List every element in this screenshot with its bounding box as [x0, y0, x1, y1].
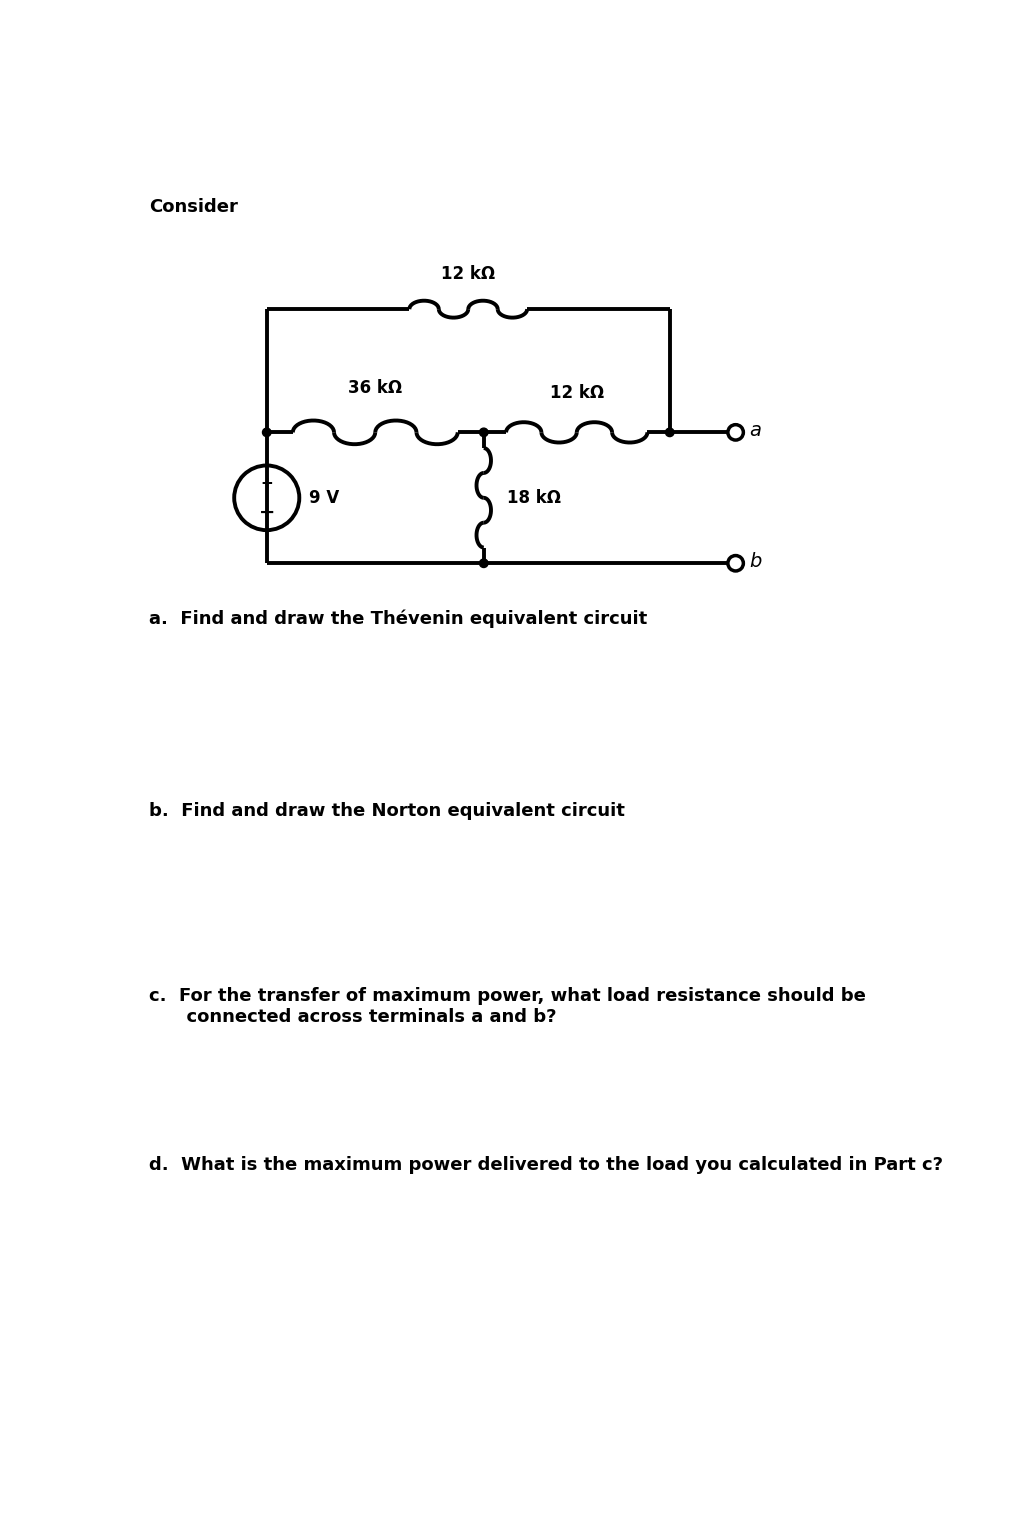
Circle shape: [479, 428, 488, 436]
Text: 12 kΩ: 12 kΩ: [441, 265, 496, 282]
Text: b: b: [749, 552, 761, 572]
Text: 18 kΩ: 18 kΩ: [507, 489, 561, 507]
Text: +: +: [261, 475, 273, 491]
Text: d.  What is the maximum power delivered to the load you calculated in Part c?: d. What is the maximum power delivered t…: [149, 1157, 943, 1173]
Text: a: a: [749, 421, 761, 440]
Text: 9 V: 9 V: [308, 489, 339, 507]
Text: 36 kΩ: 36 kΩ: [348, 379, 402, 398]
Text: c.  For the transfer of maximum power, what load resistance should be
      conn: c. For the transfer of maximum power, wh…: [149, 986, 866, 1026]
Text: Consider: Consider: [149, 198, 238, 215]
Text: −: −: [259, 503, 275, 521]
Circle shape: [263, 428, 271, 436]
Text: 12 kΩ: 12 kΩ: [550, 384, 604, 401]
Text: b.  Find and draw the Norton equivalent circuit: b. Find and draw the Norton equivalent c…: [149, 802, 625, 820]
Circle shape: [666, 428, 674, 436]
Circle shape: [479, 559, 488, 567]
Text: a.  Find and draw the Thévenin equivalent circuit: a. Find and draw the Thévenin equivalent…: [149, 610, 647, 628]
